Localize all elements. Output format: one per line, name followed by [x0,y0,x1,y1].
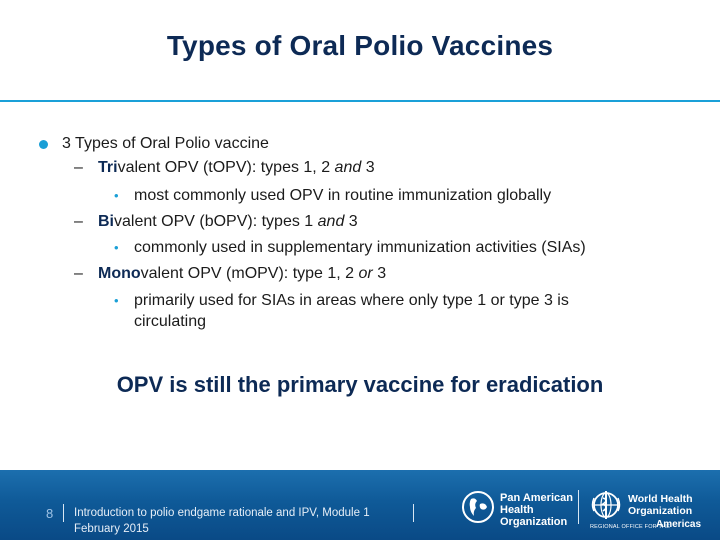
vaccine-type-trivalent: Trivalent OPV (tOPV): types 1, 2 and 3 [98,158,375,178]
paho-line1: Pan American [500,492,573,504]
bullet-dot-icon [39,140,48,149]
type-prefix: Bi [98,213,114,230]
footer-divider [63,504,64,522]
who-name: World Health Organization [628,493,693,517]
who-emblem-icon [591,491,621,519]
paho-line3: Organization [500,516,568,528]
footer-divider [413,504,414,522]
who-regional-label: REGIONAL OFFICE FOR THE [590,524,671,530]
paho-name: Pan American Health Organization [500,492,573,528]
slide-title: Types of Oral Polio Vaccines [166,30,554,61]
type-tail: 3 [361,159,375,176]
trivalent-detail: most commonly used OPV in routine immuni… [134,187,552,204]
type-tail: 3 [372,265,387,282]
vaccine-type-monovalent: Monovalent OPV (mOPV): type 1, 2 or 3 [98,264,386,284]
type-text: valent OPV (mOPV): type 1, 2 [140,265,359,282]
sub-bullet-icon: • [114,188,119,203]
main-bullet-text: 3 Types of Oral Polio vaccine [62,135,269,152]
type-prefix: Tri [98,159,118,176]
paho-globe-icon [462,491,494,523]
monovalent-detail-line2: circulating [134,313,207,330]
type-tail: 3 [344,213,358,230]
key-message: OPV is still the primary vaccine for era… [116,372,604,397]
paho-line2: Health [500,504,534,516]
type-text: valent OPV (bOPV): types 1 [114,213,318,230]
who-line2: Organization [628,505,693,517]
type-conjunction: and [334,159,362,176]
page-number: 8 [46,506,54,521]
dash-marker: – [74,159,83,176]
logo-divider [578,490,579,524]
sub-bullet-icon: • [114,293,119,308]
type-conjunction: or [358,265,373,282]
vaccine-type-bivalent: Bivalent OPV (bOPV): types 1 and 3 [98,212,358,232]
type-conjunction: and [317,213,345,230]
bivalent-detail: commonly used in supplementary immunizat… [134,239,586,256]
course-title-line1: Introduction to polio endgame rationale … [74,507,370,519]
title-divider [0,100,720,102]
dash-marker: – [74,265,83,282]
course-date: February 2015 [74,523,149,535]
type-prefix: Mono [98,265,141,282]
dash-marker: – [74,213,83,230]
course-title: Introduction to polio endgame rationale … [74,505,370,537]
sub-bullet-icon: • [114,240,119,255]
who-region-americas: Americas [656,519,702,530]
type-text: valent OPV (tOPV): types 1, 2 [117,159,335,176]
who-line1: World Health [628,493,693,505]
monovalent-detail-line1: primarily used for SIAs in areas where o… [134,292,569,309]
